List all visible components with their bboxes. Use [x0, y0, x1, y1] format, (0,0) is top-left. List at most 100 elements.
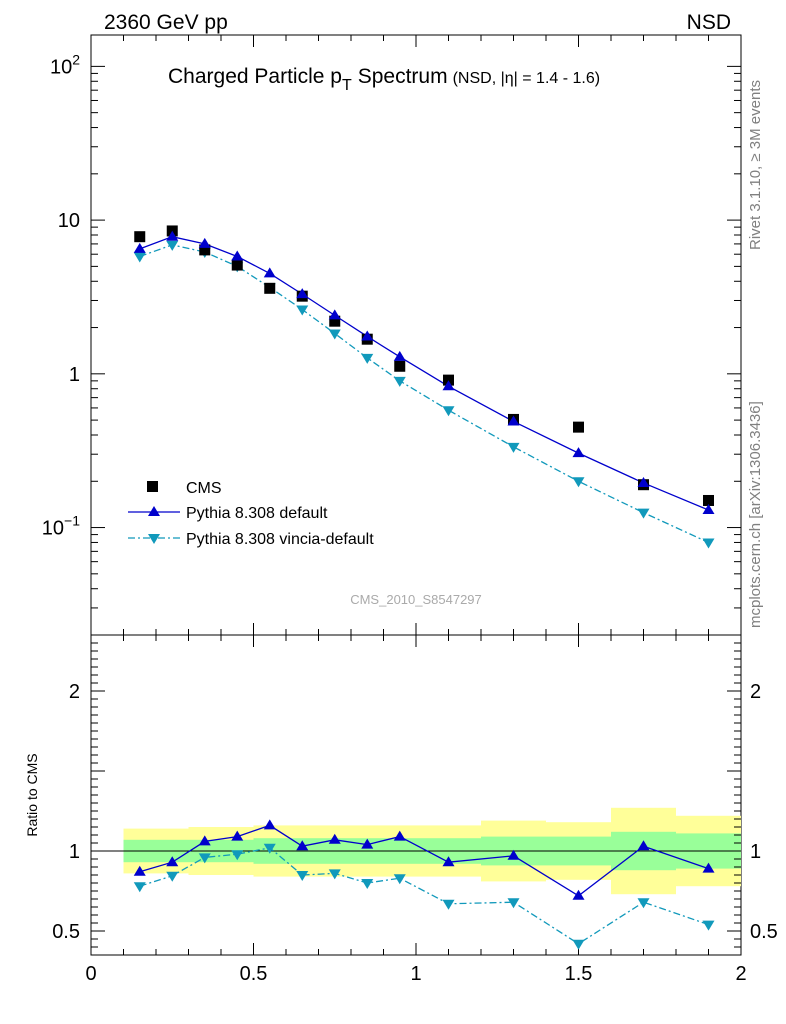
- legend-cms-label: CMS: [186, 480, 222, 497]
- pythia-point: [328, 309, 341, 320]
- vincia-ratio-point: [263, 843, 276, 854]
- vincia-point: [637, 508, 650, 519]
- pythia-ratio-point: [572, 889, 585, 900]
- cms-point: [394, 360, 406, 372]
- vincia-ratio-point: [296, 871, 309, 881]
- rivet-label: Rivet 3.1.10, ≥ 3M events: [747, 80, 764, 250]
- vincia-point: [507, 442, 520, 453]
- pythia-point: [507, 415, 520, 426]
- pythia-ratio-point: [393, 830, 406, 841]
- x-tick-label: 0: [85, 963, 96, 985]
- y-tick-label: 10: [58, 210, 80, 232]
- vincia-ratio-point: [361, 879, 374, 889]
- x-tick-label: 0.5: [240, 963, 268, 985]
- ratio-y-tick-label-right: 0.5: [750, 921, 778, 943]
- pythia-ratio-point: [702, 862, 715, 873]
- y-tick-label: 102: [50, 51, 80, 78]
- pythia-ratio-point: [133, 865, 146, 876]
- x-tick-label: 1: [410, 963, 421, 985]
- pythia-ratio-point: [507, 849, 520, 860]
- pythia-line: [139, 236, 709, 511]
- ratio-y-tick-label: 2: [69, 681, 80, 703]
- pythia-point: [572, 447, 585, 458]
- vincia-ratio-point: [133, 882, 146, 893]
- pythia-point: [166, 230, 179, 241]
- pythia-ratio-point: [296, 840, 309, 851]
- pythia-ratio-line: [139, 824, 709, 897]
- vincia-ratio-point: [393, 874, 406, 885]
- ratio-bands: [91, 807, 741, 895]
- vincia-line: [139, 244, 709, 544]
- vincia-point: [328, 329, 341, 340]
- main-title: Charged Particle pT Spectrum (NSD, |η| = 1…: [168, 65, 600, 94]
- legend-vincia-label: Pythia 8.308 vincia-default: [186, 531, 374, 548]
- ratio-y-tick-label-right: 1: [750, 841, 761, 863]
- mcplots-label: mcplots.cern.ch [arXiv:1306.3436]: [747, 401, 764, 628]
- vincia-point: [572, 477, 585, 488]
- pythia-ratio-point: [263, 819, 276, 830]
- header-left: 2360 GeV pp: [104, 11, 228, 34]
- pythia-ratio-point: [361, 838, 374, 849]
- cms-point: [264, 282, 276, 294]
- vincia-ratio-point: [231, 850, 244, 861]
- pythia-point: [263, 267, 276, 278]
- vincia-point: [442, 406, 455, 417]
- vincia-point: [296, 305, 309, 316]
- cms-point: [199, 244, 211, 256]
- pythia-ratio-point: [198, 835, 211, 846]
- legend: CMS Pythia 8.308 default Pythia 8.308 vi…: [128, 480, 374, 548]
- main-series: [133, 225, 715, 549]
- vincia-point: [166, 240, 179, 251]
- pythia-ratio-point: [442, 856, 455, 867]
- x-tick-label: 2: [735, 963, 746, 985]
- watermark: CMS_2010_S8547297: [350, 592, 482, 607]
- vincia-point: [361, 353, 374, 364]
- pythia-point: [361, 330, 374, 341]
- cms-point: [443, 374, 454, 386]
- vincia-point: [702, 538, 715, 549]
- pythia-point: [702, 504, 715, 515]
- vincia-ratio-point: [328, 869, 341, 880]
- pythia-point: [296, 288, 309, 299]
- cms-point: [329, 315, 341, 327]
- ratio-y-tick-label-right: 2: [750, 681, 761, 703]
- vincia-ratio-point: [507, 898, 520, 909]
- cms-point: [703, 494, 714, 506]
- vincia-ratio-point: [442, 899, 455, 910]
- legend-pythia-label: Pythia 8.308 default: [186, 505, 328, 522]
- axis-ticks: [90, 35, 742, 955]
- vincia-ratio-point: [702, 920, 715, 931]
- legend-pythia-marker: [148, 506, 160, 516]
- vincia-ratio-point: [166, 871, 179, 882]
- cms-point: [134, 231, 146, 243]
- pythia-point: [637, 476, 650, 487]
- ratio-series: [133, 819, 715, 950]
- vincia-point: [393, 376, 406, 387]
- x-tick-label: 1.5: [565, 963, 593, 985]
- pythia-point: [231, 250, 244, 261]
- pythia-point: [133, 242, 146, 253]
- pythia-point: [393, 350, 406, 361]
- vincia-ratio-line: [139, 847, 709, 945]
- vincia-ratio-point: [637, 898, 650, 909]
- ratio-y-tick-label: 0.5: [52, 921, 80, 943]
- vincia-ratio-point: [572, 939, 585, 950]
- vincia-ratio-point: [198, 853, 211, 864]
- header-right: NSD: [687, 11, 731, 34]
- pythia-ratio-point: [231, 830, 244, 841]
- pythia-point: [198, 237, 211, 248]
- cms-point: [231, 259, 243, 271]
- ratio-ylabel: Ratio to CMS: [24, 753, 40, 836]
- vincia-point: [133, 252, 146, 263]
- pythia-ratio-point: [328, 833, 341, 844]
- ratio-y-tick-label: 1: [69, 841, 80, 863]
- cms-point: [573, 421, 584, 433]
- y-tick-label: 10−1: [42, 513, 80, 540]
- pythia-ratio-point: [166, 856, 179, 867]
- pythia-ratio-point: [637, 840, 650, 851]
- legend-vincia-marker: [148, 534, 160, 544]
- legend-cms-marker: [147, 481, 158, 492]
- y-tick-label: 1: [69, 364, 80, 386]
- pythia-point: [442, 380, 455, 391]
